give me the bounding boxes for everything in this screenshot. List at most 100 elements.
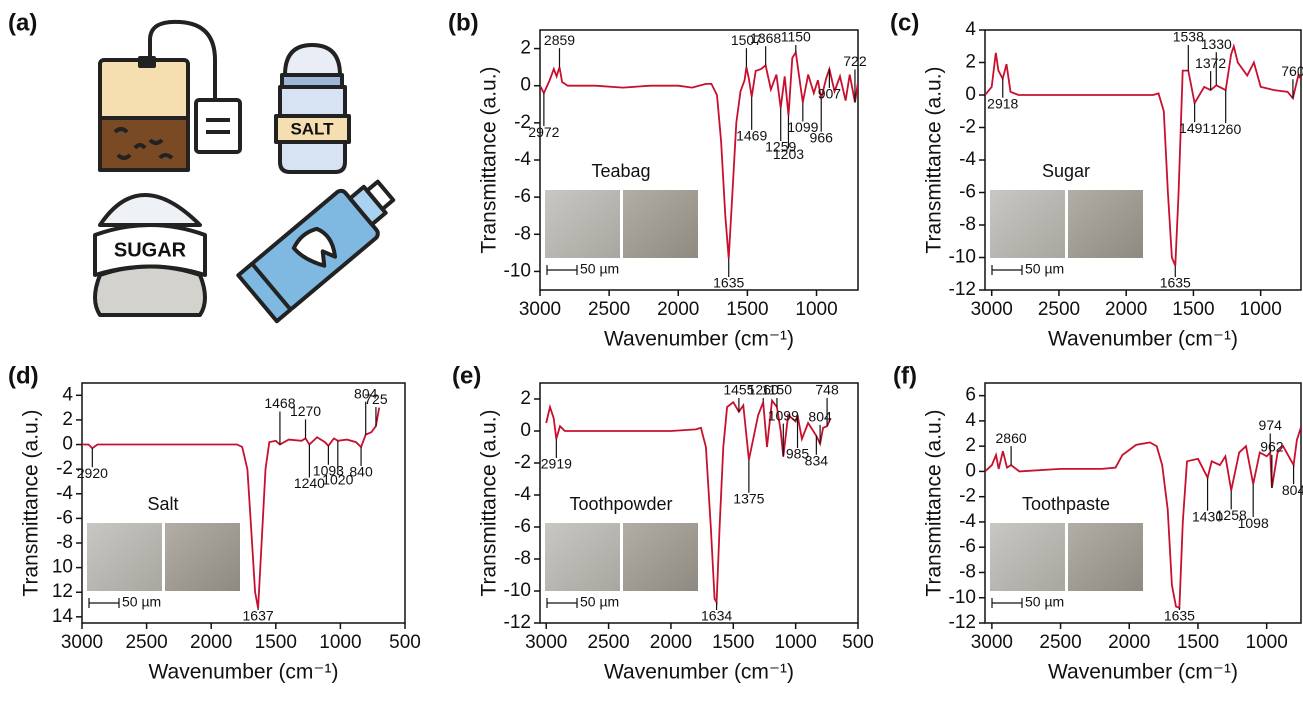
y-tick-label: 0 [520,75,531,96]
peak-label: 1099 [787,119,818,135]
panel-label: (a) [8,9,37,36]
y-tick-label: 2 [965,435,976,456]
scale-label: 50 µm [1025,261,1064,277]
y-tick-label: 4 [965,410,976,431]
y-tick-label: -6 [959,536,976,557]
peak-label: 1375 [733,491,764,507]
y-tick-label: -4 [514,484,531,505]
y-tick-label: -10 [949,587,976,608]
x-tick-label: 2000 [657,299,699,320]
plot-frame [984,382,1302,624]
peak-label: 1455 [723,382,754,398]
peak-label: 1260 [748,382,779,398]
y-tick-label: 4 [965,19,976,40]
peak-label: 1098 [1238,515,1269,531]
x-tick-label: 1000 [795,299,837,320]
peak-label: 1468 [264,395,295,411]
peak-label: 1469 [736,128,767,144]
peak-label: 804 [354,385,378,401]
x-tick-label: 2000 [1108,632,1150,653]
peak-label: 1491 [1179,120,1210,136]
x-tick-label: 2500 [1038,299,1080,320]
inset-label: Sugar [1042,161,1090,181]
spectrum-line [540,49,858,259]
y-tick-label: -2 [959,486,976,507]
y-tick-label: 0 [62,434,73,455]
y-tick-label: 2 [965,52,976,73]
x-axis-title: Wavenumber (cm⁻¹) [1048,328,1238,351]
peak-label: 1093 [313,462,344,478]
x-tick-label: 1500 [1177,632,1219,653]
peak-label: 840 [349,464,373,480]
inset-photo [545,190,620,258]
y-tick-label: -6 [514,516,531,537]
y-tick-label: -4 [514,149,531,170]
y-tick-label: -2 [56,458,73,479]
peak-label: 2859 [544,32,575,48]
x-tick-label: 3000 [61,632,103,653]
peak-label: 1099 [768,407,799,423]
y-tick-label: -2 [514,452,531,473]
y-tick-label: -12 [949,279,976,300]
x-tick-label: 1500 [255,632,297,653]
inset-photo [623,523,698,591]
scale-label: 50 µm [122,594,161,610]
x-tick-label: 1500 [1172,299,1214,320]
peak-label: 1203 [773,146,804,162]
y-tick-label: -10 [949,247,976,268]
plot-frame [81,382,406,624]
y-tick-label: -8 [959,214,976,235]
inset-photo [990,190,1065,258]
y-tick-label: -6 [56,507,73,528]
y-tick-label: -10 [504,580,531,601]
x-axis-title: Wavenumber (cm⁻¹) [149,661,339,684]
y-tick-label: 0 [520,420,531,441]
y-tick-label: 2 [520,388,531,409]
x-tick-label: 500 [389,632,421,653]
peak-label: 1150 [762,382,792,398]
peak-label: 1372 [1195,55,1226,71]
x-tick-label: 3000 [519,299,561,320]
peak-label: 985 [786,446,810,462]
peak-label: 834 [805,453,829,469]
y-tick-label: 4 [62,384,73,405]
y-tick-label: -8 [56,532,73,553]
x-tick-label: 1000 [1246,632,1288,653]
peak-label: 974 [1259,417,1283,433]
x-tick-label: 1500 [712,632,754,653]
spectrum-line [985,43,1301,266]
y-tick-label: -6 [514,186,531,207]
x-tick-label: 2000 [1105,299,1147,320]
inset-photo [545,523,620,591]
y-axis-title: Transmittance (a.u.) [478,409,501,596]
x-tick-label: 3000 [525,632,567,653]
x-tick-label: 2000 [650,632,692,653]
x-tick-label: 1000 [319,632,361,653]
y-tick-label: -4 [959,511,976,532]
peak-label: 2860 [996,430,1027,446]
scale-label: 50 µm [580,261,619,277]
peak-label: 1538 [1173,29,1204,45]
y-tick-label: 6 [965,385,976,406]
icon-text: SALT [290,119,334,138]
peak-label: 760 [1281,63,1303,79]
inset-photo [1068,190,1143,258]
spectrum-line [82,407,381,609]
y-tick-label: 0 [965,84,976,105]
y-axis-title: Transmittance (a.u.) [20,409,43,596]
panel-label: (c) [890,9,919,36]
illustration: SALT SUGAR [93,19,396,324]
inset-photo [623,190,698,258]
x-axis-title: Wavenumber (cm⁻¹) [604,328,794,351]
y-tick-label: -6 [959,182,976,203]
y-axis-title: Transmittance (a.u.) [923,66,946,253]
inset-photo [165,523,240,591]
peak-label: 1635 [1160,275,1191,291]
peak-label: 1020 [322,472,353,488]
peak-label: 1430 [1192,508,1223,524]
peak-label: 1634 [701,608,732,624]
y-tick-label: 2 [62,409,73,430]
x-tick-label: 3000 [971,299,1013,320]
